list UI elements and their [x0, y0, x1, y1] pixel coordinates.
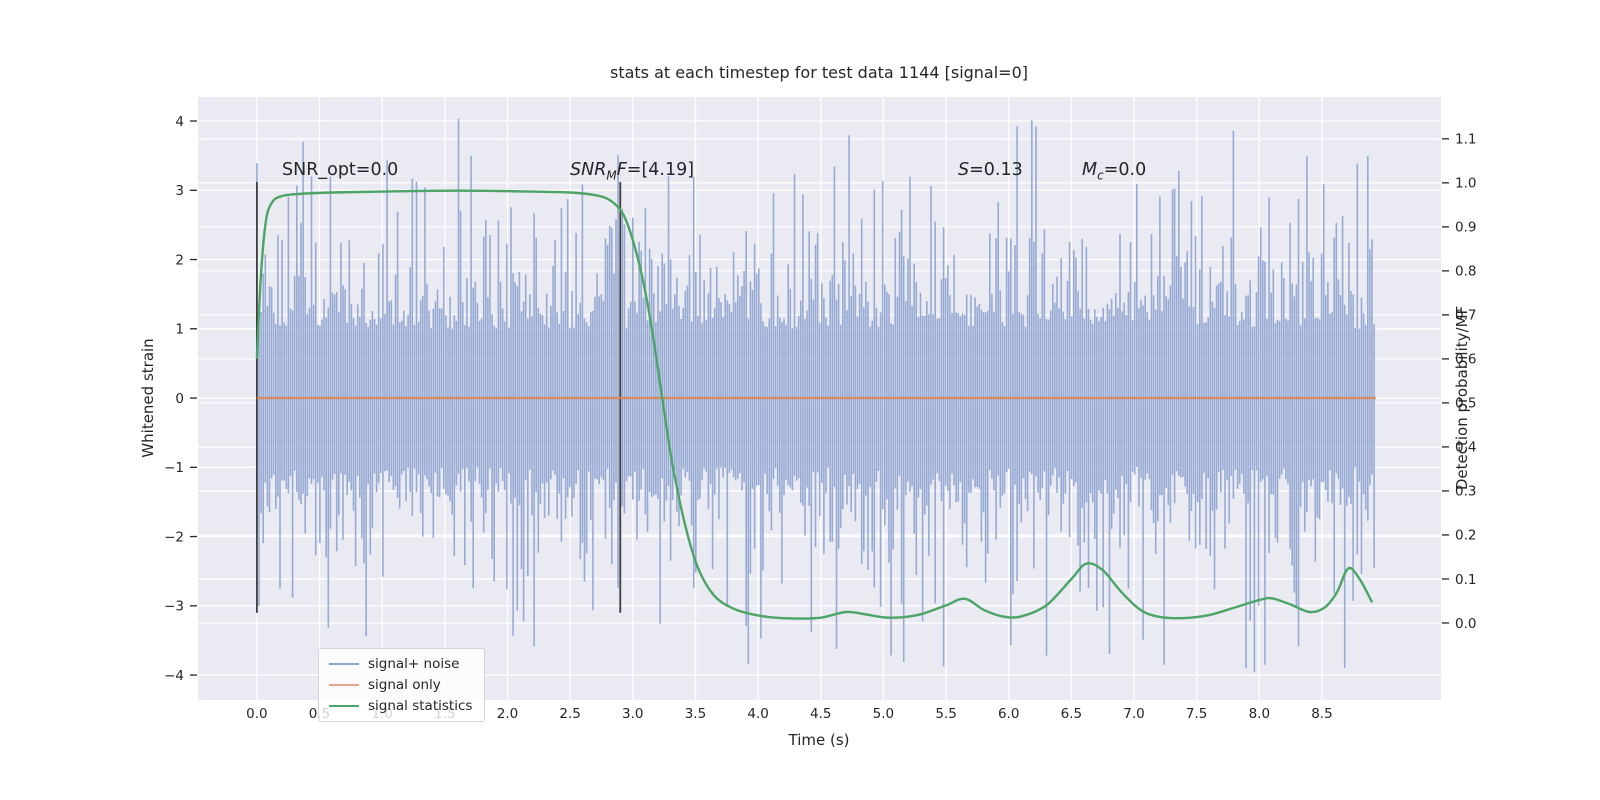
y-right-tick-label: 0.0	[1455, 616, 1476, 632]
y-left-tick-label: 0	[175, 391, 184, 407]
x-tick-label: 3.0	[622, 706, 643, 722]
y-left-tick-label: 2	[175, 252, 184, 268]
y-right-tick-label: 0.3	[1455, 484, 1476, 500]
legend-line-swatch	[329, 663, 359, 665]
legend-line-swatch	[329, 705, 359, 707]
annotation-snr-mf: SNRMF=[4.19]	[570, 160, 694, 183]
annotation-mc: Mc=0.0	[1082, 160, 1146, 183]
annotation-snr-mf-post: =[4.19]	[626, 160, 695, 180]
y-right-tick-label: 0.9	[1455, 220, 1476, 236]
y-right-tick-label: 0.7	[1455, 308, 1476, 324]
y-left-tick-label: −1	[164, 460, 184, 476]
x-tick-label: 6.5	[1061, 706, 1082, 722]
y-right-tick-label: 1.0	[1455, 176, 1476, 192]
x-tick-label: 7.0	[1123, 706, 1144, 722]
y-left-tick-label: −4	[164, 668, 184, 684]
annotation-mc-post: =0.0	[1103, 160, 1147, 180]
y-right-tick-label: 0.1	[1455, 572, 1476, 588]
x-tick-label: 7.5	[1186, 706, 1207, 722]
annotation-s: S=0.13	[958, 160, 1023, 180]
y-left-tick-label: 3	[175, 183, 184, 199]
y-left-tick-label: 4	[175, 114, 184, 130]
y-left-tick-label: −3	[164, 599, 184, 615]
annotation-snr-opt: SNR_opt=0.0	[282, 160, 399, 180]
signal-statistics-curve	[255, 189, 1374, 620]
y-axis-label-right: Detection probability/MF	[1453, 305, 1471, 491]
x-tick-label: 2.5	[559, 706, 580, 722]
x-tick-label: 4.5	[810, 706, 831, 722]
annotation-mc-sub: c	[1097, 168, 1104, 183]
annotation-mc-main: M	[1082, 160, 1098, 180]
x-tick-label: 4.0	[747, 706, 768, 722]
annotation-s-main: S	[958, 160, 970, 180]
y-right-tick-label: 0.2	[1455, 528, 1476, 544]
y-right-tick-label: 1.1	[1455, 132, 1476, 148]
x-axis-label: Time (s)	[788, 731, 850, 749]
legend-label: signal+ noise	[368, 656, 460, 672]
legend-line-swatch	[329, 684, 359, 686]
y-right-tick-label: 0.4	[1455, 440, 1476, 456]
chart-title: stats at each timestep for test data 114…	[609, 63, 1029, 82]
legend-item-signal-statistics: signal statistics	[329, 698, 472, 714]
x-tick-label: 8.0	[1249, 706, 1270, 722]
legend: signal+ noise signal only signal statist…	[318, 648, 486, 722]
annotation-s-post: =0.13	[969, 160, 1023, 180]
x-tick-label: 5.0	[873, 706, 894, 722]
y-right-tick-label: 0.8	[1455, 264, 1476, 280]
y-right-tick-label: 0.5	[1455, 396, 1476, 412]
annotation-snr-mf-sub: M	[606, 168, 617, 183]
y-axis-label-left: Whitened strain	[139, 338, 157, 458]
y-right-tick-label: 0.6	[1455, 352, 1476, 368]
x-tick-label: 5.5	[935, 706, 956, 722]
x-tick-label: 0.0	[246, 706, 267, 722]
x-tick-label: 6.0	[998, 706, 1019, 722]
legend-item-signal-noise: signal+ noise	[329, 656, 472, 672]
annotation-snr-mf-mid: F	[616, 160, 627, 180]
annotation-snr-mf-pre: SNR	[570, 160, 607, 180]
tick-marks	[190, 120, 1449, 676]
x-tick-label: 8.5	[1311, 706, 1332, 722]
y-left-tick-label: −2	[164, 529, 184, 545]
x-tick-label: 2.0	[497, 706, 518, 722]
x-tick-label: 3.5	[685, 706, 706, 722]
y-left-tick-label: 1	[175, 322, 184, 338]
legend-label: signal statistics	[368, 698, 473, 714]
legend-label: signal only	[368, 677, 441, 693]
legend-item-signal-only: signal only	[329, 677, 472, 693]
